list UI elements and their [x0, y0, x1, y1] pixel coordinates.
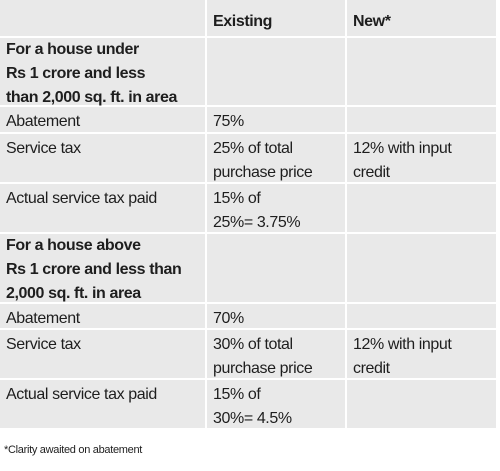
section-heading: Rs 1 crore and less: [6, 65, 146, 82]
existing-value: 70%: [213, 310, 244, 327]
table-cell: 70%: [207, 304, 347, 330]
table-cell: Abatement: [0, 304, 207, 330]
table-cell: [347, 380, 498, 430]
section-heading: For a house above: [6, 237, 141, 254]
new-value: 12% with input: [353, 336, 452, 353]
table-cell: [347, 304, 498, 330]
table-cell: Service tax: [0, 330, 207, 380]
section-heading: than 2,000 sq. ft. in area: [6, 89, 177, 106]
table-cell: Service tax: [0, 134, 207, 184]
existing-value: 25% of total: [213, 140, 293, 157]
existing-value: 15% of: [213, 190, 261, 207]
section-heading: Rs 1 crore and less than: [6, 261, 182, 278]
new-value: credit: [353, 360, 390, 377]
table-cell: 75%: [207, 107, 347, 134]
table-cell: 12% with input credit: [347, 330, 498, 380]
table-cell: 30% of total purchase price: [207, 330, 347, 380]
row-label: Actual service tax paid: [6, 386, 157, 403]
row-label: Service tax: [6, 140, 81, 157]
table-cell: [347, 184, 498, 234]
existing-value: purchase price: [213, 164, 313, 181]
table-cell: Abatement: [0, 107, 207, 134]
existing-value: 25%= 3.75%: [213, 214, 301, 231]
table-cell: New*: [347, 0, 498, 38]
table-cell: 12% with input credit: [347, 134, 498, 184]
table-cell: [207, 234, 347, 304]
table-cell: [0, 0, 207, 38]
table-cell: Actual service tax paid: [0, 380, 207, 430]
table-cell: Existing: [207, 0, 347, 38]
footnote: *Clarity awaited on abatement: [4, 444, 143, 456]
row-label: Abatement: [6, 113, 80, 130]
table-cell: [347, 38, 498, 107]
existing-value: 15% of: [213, 386, 261, 403]
table-cell: 15% of 25%= 3.75%: [207, 184, 347, 234]
row-label: Actual service tax paid: [6, 190, 157, 207]
existing-value: purchase price: [213, 360, 313, 377]
existing-value: 30% of total: [213, 336, 293, 353]
existing-value: 75%: [213, 113, 244, 130]
table-cell: Actual service tax paid: [0, 184, 207, 234]
new-value: 12% with input: [353, 140, 452, 157]
table-cell: [347, 107, 498, 134]
existing-value: 30%= 4.5%: [213, 410, 292, 427]
table-cell: For a house under Rs 1 crore and less than…: [0, 38, 207, 107]
table-cell: [347, 234, 498, 304]
section-heading: 2,000 sq. ft. in area: [6, 285, 141, 302]
column-header: New*: [353, 13, 391, 30]
section-heading: For a house under: [6, 41, 139, 58]
table-cell: For a house above Rs 1 crore and less tha…: [0, 234, 207, 304]
table-cell: 15% of 30%= 4.5%: [207, 380, 347, 430]
table-cell: [207, 38, 347, 107]
row-label: Abatement: [6, 310, 80, 327]
table-cell: 25% of total purchase price: [207, 134, 347, 184]
new-value: credit: [353, 164, 390, 181]
row-label: Service tax: [6, 336, 81, 353]
column-header: Existing: [213, 13, 273, 30]
